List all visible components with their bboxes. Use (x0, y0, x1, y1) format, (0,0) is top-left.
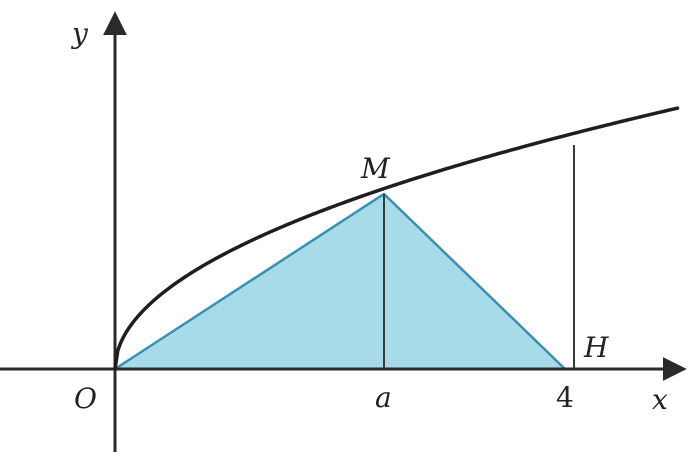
origin-label: O (74, 382, 97, 415)
tick-4-label: 4 (556, 381, 574, 414)
point-m-label: M (360, 152, 391, 185)
sqrt-curve (113, 106, 680, 371)
triangle-omh (113, 192, 567, 371)
point-h-label: H (583, 331, 609, 364)
x-axis-label: x (652, 383, 668, 416)
tick-a-label: a (375, 381, 392, 414)
y-axis-label: y (70, 17, 89, 50)
